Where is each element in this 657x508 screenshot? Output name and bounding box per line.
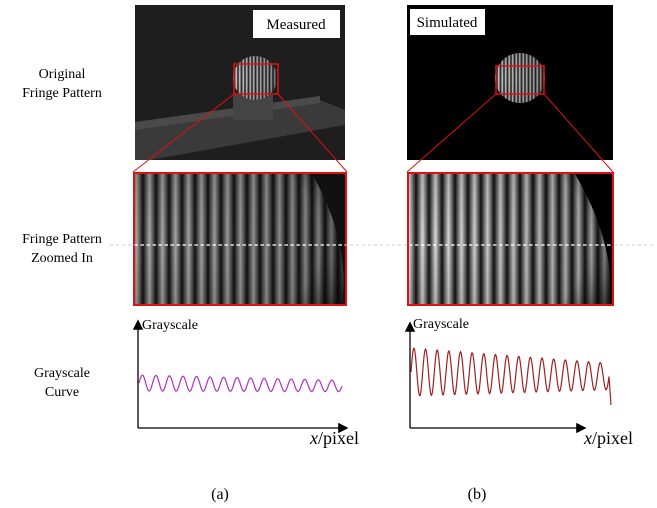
caption: (b) (468, 486, 487, 503)
grayscale-curve (410, 347, 612, 406)
image-tag: Simulated (417, 15, 478, 31)
simulated-image: Simulated (407, 5, 613, 160)
curve-axes (132, 319, 587, 434)
grayscale-curve (138, 374, 343, 393)
caption: (a) (211, 486, 229, 503)
y-axis-label: Grayscale (142, 318, 198, 333)
x-unit: /pixel (592, 428, 633, 448)
x-axis-label: x/pixel (309, 428, 359, 448)
row-label: Original (39, 67, 86, 82)
row-label: Fringe Pattern (22, 86, 102, 101)
x-axis-label: x/pixel (583, 428, 633, 448)
row-label: Fringe Pattern (22, 232, 102, 247)
row-label: Curve (45, 385, 79, 400)
zoom-simulated (407, 172, 614, 306)
measured-image: Measured (135, 5, 345, 160)
x-symbol: x (309, 428, 318, 448)
row-labels: Original Fringe Pattern Fringe Pattern Z… (22, 67, 102, 400)
row-label: Grayscale (34, 366, 90, 381)
zoom-measured (133, 172, 347, 306)
image-tag: Measured (266, 17, 326, 33)
x-unit: /pixel (318, 428, 359, 448)
y-axis-label: Grayscale (413, 317, 469, 332)
row-label: Zoomed In (31, 251, 93, 266)
zoom-connectors (132, 93, 614, 173)
x-symbol: x (583, 428, 592, 448)
